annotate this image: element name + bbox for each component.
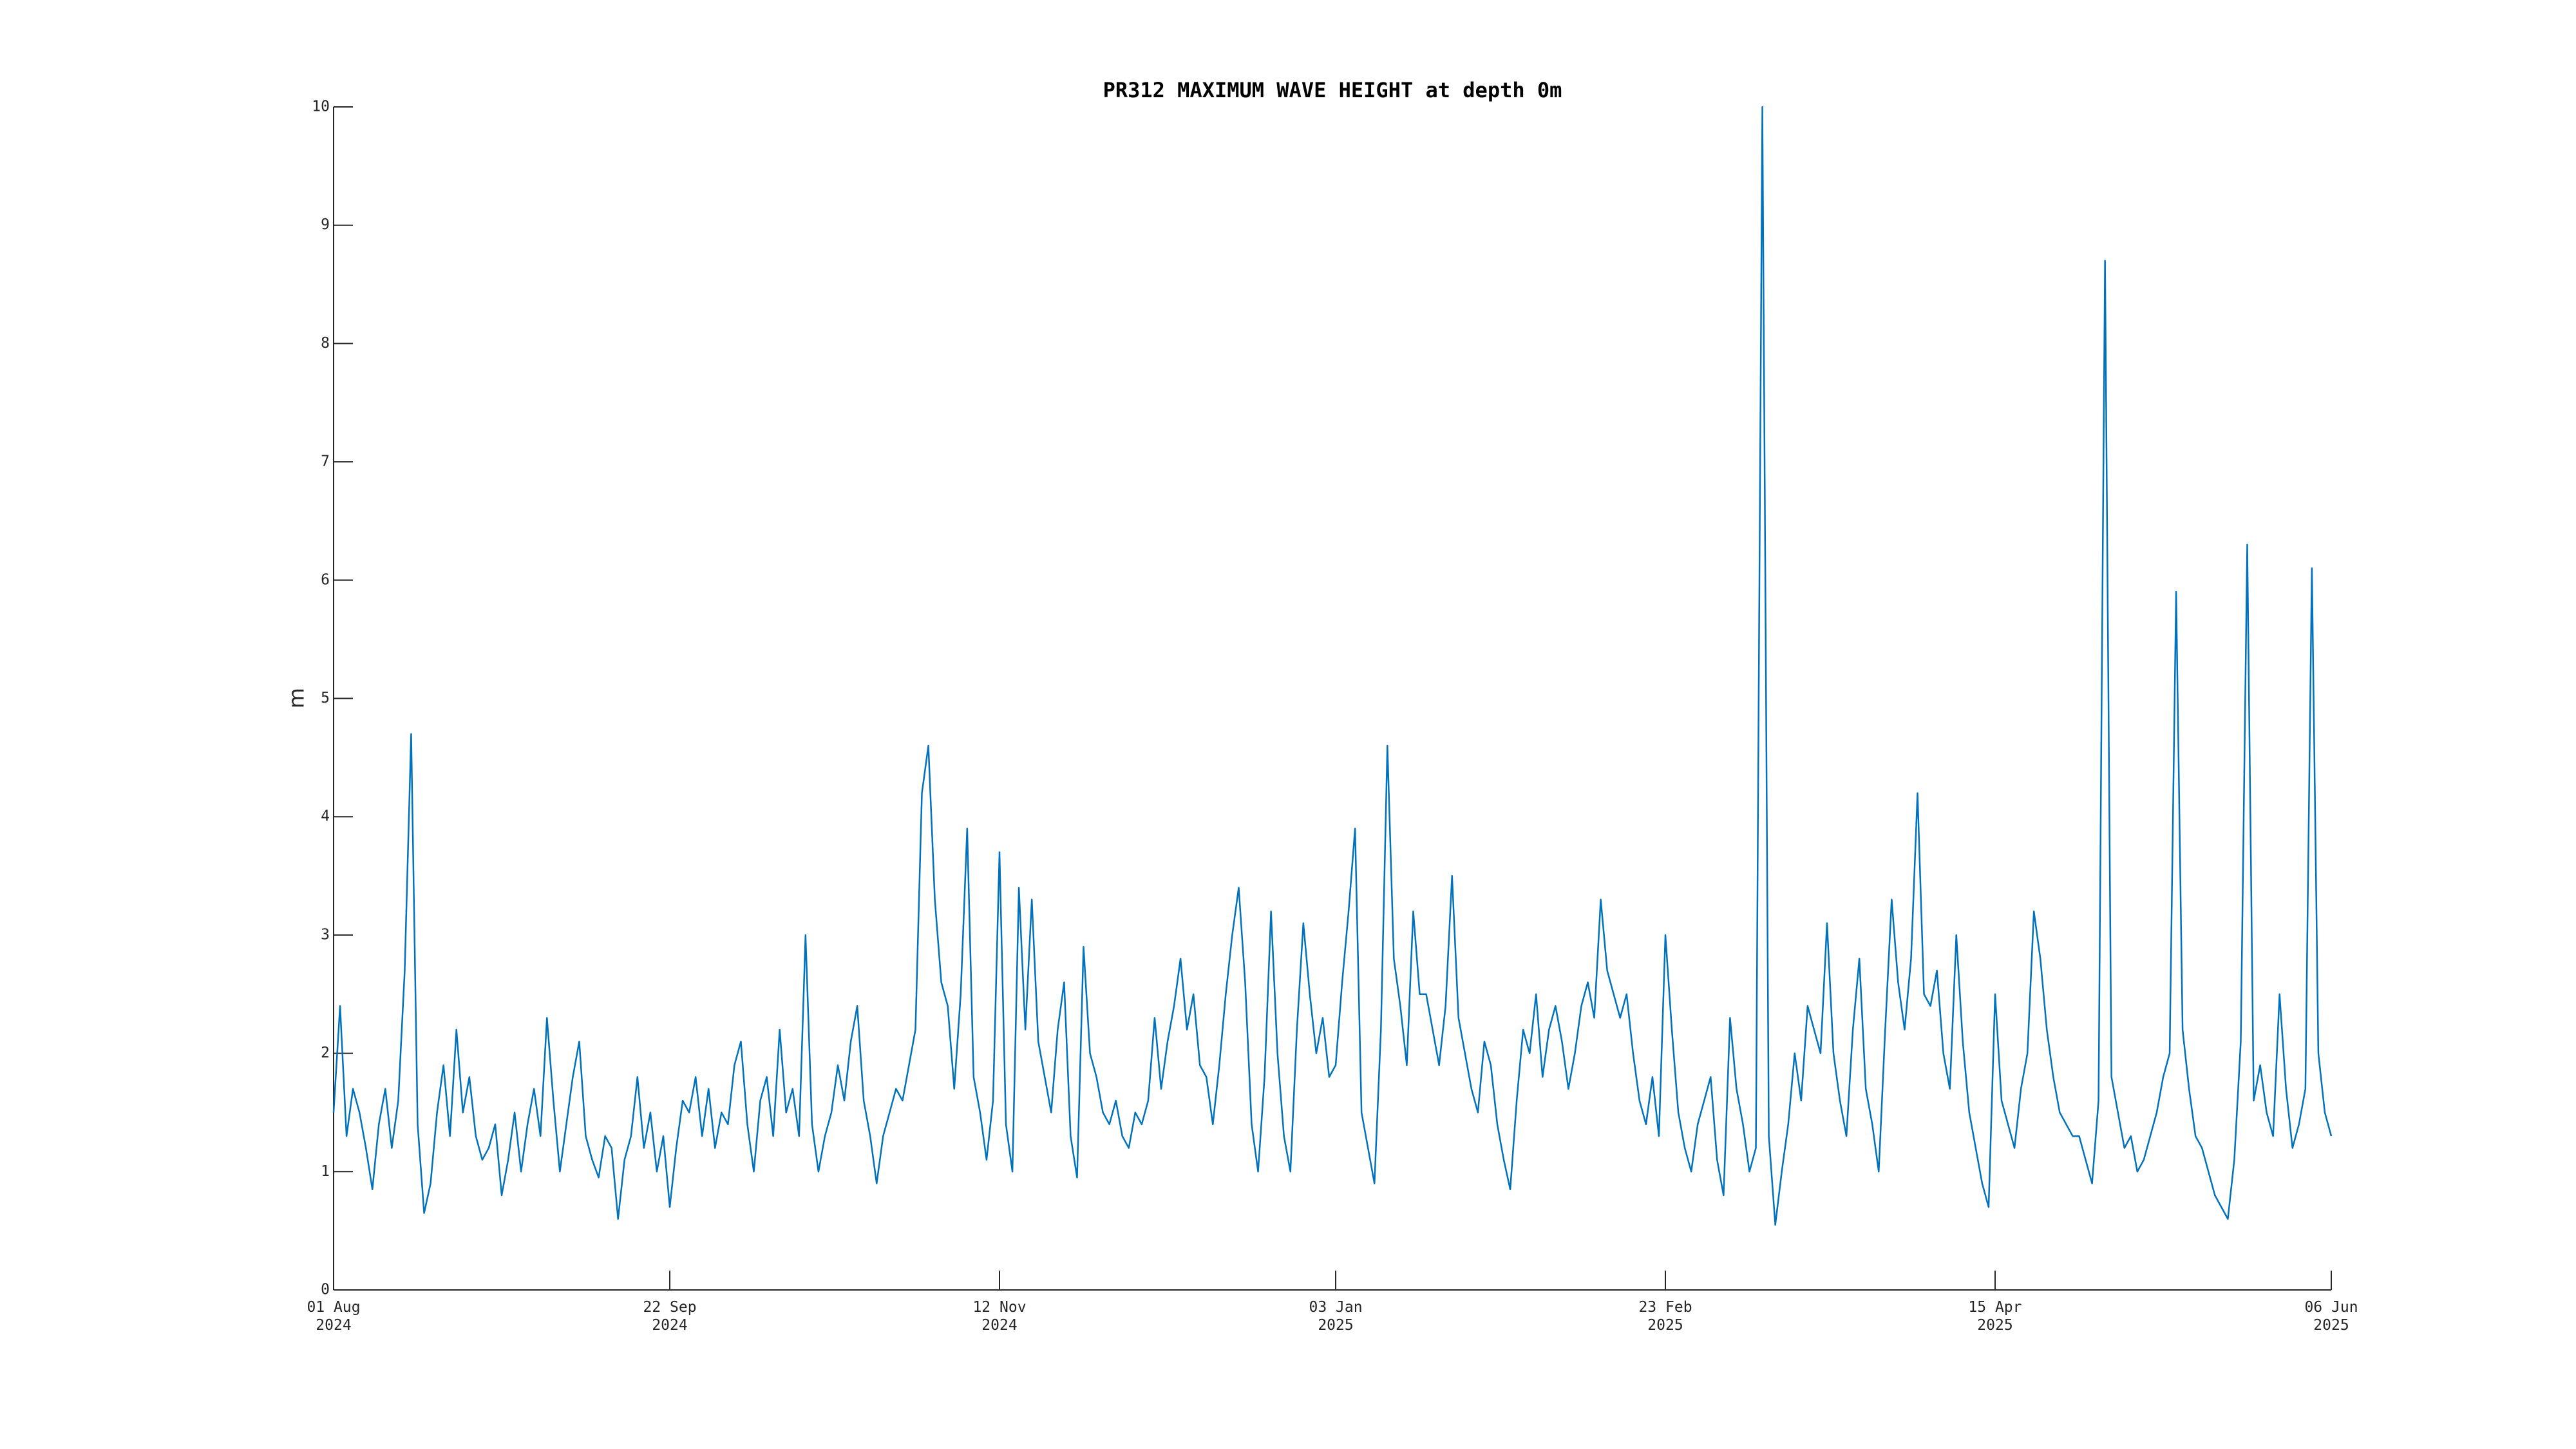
y-tick-label: 4 [321, 808, 330, 825]
x-tick-label: 03 Jan 2025 [1309, 1299, 1362, 1334]
y-tick-label: 7 [321, 453, 330, 470]
x-tick-label: 15 Apr 2025 [1968, 1299, 2022, 1334]
x-tick-label: 01 Aug 2024 [307, 1299, 360, 1334]
x-tick-label: 12 Nov 2024 [972, 1299, 1026, 1334]
y-axis-label: m [284, 688, 309, 708]
y-tick-label: 2 [321, 1045, 330, 1061]
x-tick-label: 06 Jun 2025 [2304, 1299, 2358, 1334]
y-tick-label: 5 [321, 690, 330, 706]
y-tick-label: 1 [321, 1163, 330, 1180]
x-tick-label: 23 Feb 2025 [1638, 1299, 1692, 1334]
y-tick-label: 6 [321, 571, 330, 588]
x-tick-label: 22 Sep 2024 [643, 1299, 696, 1334]
y-tick-label: 8 [321, 335, 330, 352]
y-tick-label: 10 [312, 99, 330, 115]
chart-title: PR312 MAXIMUM WAVE HEIGHT at depth 0m [1103, 78, 1562, 102]
y-tick-label: 9 [321, 216, 330, 233]
y-tick-label: 3 [321, 926, 330, 943]
y-tick-label: 0 [321, 1282, 330, 1298]
data-line [332, 106, 2333, 1226]
